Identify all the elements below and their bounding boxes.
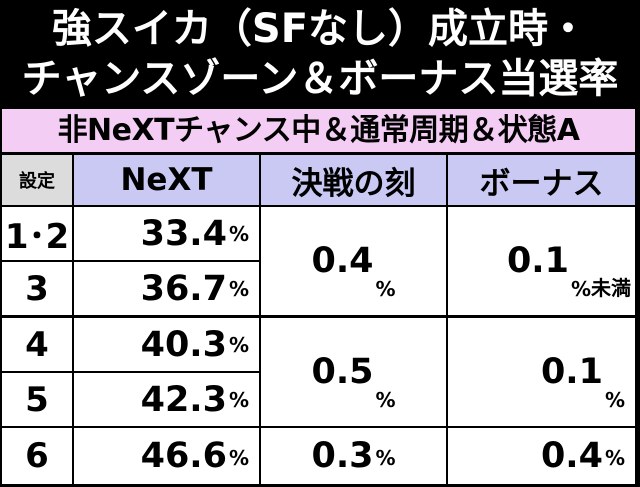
percent-sign: % — [375, 277, 396, 301]
bonus-value-cell: 0.1% 未満 — [448, 207, 635, 315]
subtitle-condition: 非NeXTチャンス中＆通常周期＆状態A — [2, 109, 635, 152]
next-value: 33.4 — [140, 213, 227, 254]
bonus-value-cell: 0.4% — [448, 428, 635, 484]
setting-cell: 5 — [2, 373, 72, 426]
kessen-value-cell: 0.4% — [261, 207, 446, 315]
next-value: 42.3 — [140, 379, 227, 420]
percent-sign: % — [604, 446, 625, 470]
header-setting: 設定 — [2, 155, 72, 205]
percent-sign: % — [570, 277, 591, 301]
next-value: 40.3 — [140, 324, 227, 365]
header-next: NeXT — [74, 155, 259, 205]
bonus-value-cell: 0.1% — [448, 318, 635, 426]
kessen-value-cell: 0.3% — [261, 428, 446, 484]
kessen-value: 0.4 — [311, 241, 374, 281]
percent-sign: % — [604, 388, 625, 412]
next-value-cell: 36.7% — [74, 262, 259, 315]
kessen-value: 0.5 — [311, 352, 374, 392]
percent-sign: % — [228, 446, 249, 470]
bonus-value: 0.1 — [540, 352, 603, 392]
kessen-value-cell: 0.5% — [261, 318, 446, 426]
next-value-cell: 46.6% — [74, 428, 259, 484]
percent-sign: % — [375, 388, 396, 412]
bonus-value: 0.1 — [506, 241, 569, 281]
setting-cell: 6 — [2, 428, 72, 484]
next-value: 46.6 — [140, 436, 227, 476]
title-line-1: 強スイカ（SFなし）成立時・ — [51, 6, 589, 52]
setting-cell: 1･2 — [2, 207, 72, 260]
bonus-value: 0.4 — [540, 436, 603, 476]
next-value-cell: 33.4% — [74, 207, 259, 260]
percent-sign: % — [228, 222, 249, 246]
next-value-cell: 42.3% — [74, 373, 259, 426]
title-banner: 強スイカ（SFなし）成立時・ チャンスゾーン＆ボーナス当選率 — [0, 0, 640, 107]
title-line-2: チャンスゾーン＆ボーナス当選率 — [21, 56, 619, 102]
bonus-note: 未満 — [591, 276, 631, 300]
percent-sign: % — [228, 333, 249, 357]
header-kessen: 決戦の刻 — [261, 155, 446, 205]
percent-sign: % — [375, 446, 396, 470]
kessen-value: 0.3 — [311, 436, 374, 476]
percent-sign: % — [228, 277, 249, 301]
next-value-cell: 40.3% — [74, 318, 259, 371]
header-bonus: ボーナス — [448, 155, 635, 205]
setting-cell: 4 — [2, 318, 72, 371]
setting-cell: 3 — [2, 262, 72, 315]
next-value: 36.7 — [140, 268, 227, 309]
percent-sign: % — [228, 388, 249, 412]
